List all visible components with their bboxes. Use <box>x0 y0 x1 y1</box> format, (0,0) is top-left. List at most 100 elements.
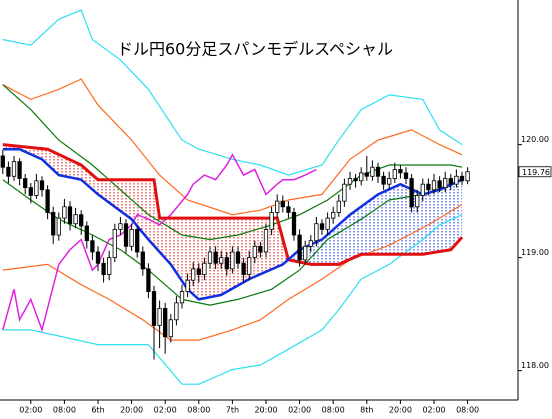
y-tick-label: 119.00 <box>521 248 549 257</box>
candle-body <box>303 245 308 261</box>
x-tick-label: 8th <box>360 406 373 415</box>
candle-body <box>364 172 369 177</box>
candle-body <box>191 268 196 281</box>
candle-body <box>342 183 347 202</box>
plot-area <box>0 9 470 385</box>
candle-body <box>135 228 140 253</box>
candle-body <box>196 268 201 275</box>
candle-body <box>185 279 190 292</box>
candle-body <box>392 169 397 179</box>
candle-body <box>107 257 112 275</box>
candle-body <box>11 161 17 177</box>
candle-body <box>359 172 364 182</box>
candle-body <box>230 251 235 270</box>
candle-body <box>95 251 101 264</box>
x-tick-label: 20:00 <box>120 406 143 415</box>
candle-body <box>28 187 33 196</box>
candle-body <box>235 251 241 264</box>
candle-body <box>331 212 336 219</box>
x-tick-label: 02:00 <box>154 406 177 415</box>
candle-body <box>112 228 117 259</box>
candle-body <box>325 217 330 230</box>
last-price-label: 119.76 <box>522 168 550 177</box>
x-tick-label: 20:00 <box>254 406 277 415</box>
candle-body <box>84 225 89 242</box>
candle-body <box>286 206 291 213</box>
x-tick-label: 02:00 <box>288 406 311 415</box>
candle-body <box>179 291 185 304</box>
candle-body <box>426 183 431 191</box>
candle-body <box>174 302 179 321</box>
y-tick-label: 118.00 <box>521 361 549 370</box>
candle-body <box>459 175 465 182</box>
candle-body <box>0 155 5 168</box>
last-price-box <box>518 166 552 178</box>
indicator-line <box>2 203 463 341</box>
candle-body <box>247 257 252 275</box>
candle-body <box>241 262 246 275</box>
candle-body <box>370 166 375 177</box>
candle-body <box>73 214 78 225</box>
candle-body <box>387 178 392 185</box>
x-tick-label: 6th <box>91 406 104 415</box>
candle-body <box>398 169 403 174</box>
candle-body <box>129 228 134 247</box>
candle-body <box>336 200 341 213</box>
candle-body <box>347 178 353 185</box>
candle-body <box>207 251 213 264</box>
candle-body <box>308 240 313 247</box>
candle-body <box>297 234 302 261</box>
candle-body <box>415 195 420 208</box>
x-tick-label: 08:00 <box>187 406 210 415</box>
x-tick-label: 02:00 <box>19 406 42 415</box>
candle-body <box>140 251 145 270</box>
candle-body <box>353 178 358 182</box>
indicator-line <box>2 214 463 385</box>
x-tick-label: 08:00 <box>456 406 479 415</box>
candle-body <box>79 214 84 227</box>
candle-body <box>403 172 409 179</box>
x-tick-label: 7th <box>226 406 239 415</box>
candle-body <box>375 166 381 177</box>
candle-body <box>314 223 319 242</box>
candle-body <box>34 180 39 196</box>
candle-body <box>454 175 459 185</box>
candle-body <box>448 178 453 185</box>
candle-body <box>381 175 386 185</box>
x-tick-label: 02:00 <box>422 406 445 415</box>
candle-body <box>151 291 157 326</box>
x-tick-label: 08:00 <box>53 406 76 415</box>
candle-body <box>437 180 442 188</box>
chart-title: ドル円60分足スパンモデルスペシャル <box>117 40 393 59</box>
candle-body <box>101 262 106 275</box>
candle-body <box>23 178 28 188</box>
candle-body <box>224 257 229 270</box>
candle-body <box>269 212 274 230</box>
candle-body <box>213 251 218 264</box>
candle-body <box>263 228 269 253</box>
candle-body <box>6 166 11 177</box>
candle-body <box>163 308 168 338</box>
candle-body <box>319 223 325 230</box>
indicator-line <box>2 78 463 216</box>
candle-body <box>17 161 22 179</box>
candle-body <box>146 268 151 292</box>
candle-body <box>67 206 73 225</box>
candle-body <box>409 178 414 208</box>
candle-body <box>252 245 257 259</box>
candle-body <box>258 245 263 253</box>
indicator-line <box>2 143 464 266</box>
candle-body <box>219 257 224 264</box>
x-tick-label: 20:00 <box>389 406 412 415</box>
candle-body <box>157 308 162 326</box>
candle-body <box>420 183 425 196</box>
candle-body <box>168 319 173 338</box>
candle-body <box>90 240 95 253</box>
candle-body <box>202 262 207 275</box>
candle-body <box>443 178 448 188</box>
candle-body <box>465 171 470 182</box>
y-tick-label: 120.00 <box>521 135 549 144</box>
candle-body <box>56 217 61 236</box>
candle-body <box>431 180 437 191</box>
